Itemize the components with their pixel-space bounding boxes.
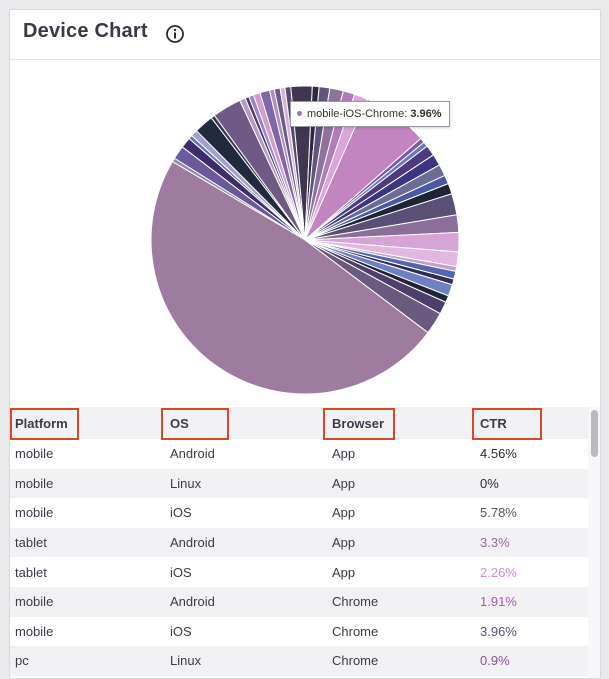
cell-browser: Chrome: [327, 586, 475, 617]
table-scrollbar-thumb[interactable]: [591, 410, 598, 457]
cell-ctr: 0.9%: [475, 646, 588, 676]
table-row[interactable]: mobile Linux App 0%: [10, 468, 588, 499]
cell-os: iOS: [165, 616, 327, 647]
device-chart-card: Device Chart mobile-iOS-Chrome: 3.96% Pl…: [9, 9, 601, 679]
column-header-browser[interactable]: Browser: [327, 407, 475, 439]
cell-ctr: 0%: [475, 468, 588, 499]
table-header-row: Platform OS Browser CTR: [10, 407, 588, 439]
pie-slice[interactable]: [150, 160, 429, 395]
cell-ctr: 2.26%: [475, 557, 588, 587]
column-header-platform[interactable]: Platform: [10, 407, 165, 439]
card-title: Device Chart: [23, 20, 148, 42]
cell-os: Linux: [165, 468, 327, 499]
cell-ctr: 5.78%: [475, 498, 588, 528]
column-header-ctr[interactable]: CTR: [475, 407, 588, 439]
cell-os: Linux: [165, 646, 327, 676]
cell-browser: App: [327, 439, 475, 469]
chart-tooltip: mobile-iOS-Chrome: 3.96%: [290, 101, 450, 127]
table-row[interactable]: pc Linux Chrome 0.9%: [10, 646, 588, 676]
cell-browser: App: [327, 498, 475, 528]
tooltip-label: mobile-iOS-Chrome:: [307, 108, 408, 120]
info-circle-icon[interactable]: [165, 24, 185, 44]
table-row[interactable]: tablet iOS App 2.26%: [10, 557, 588, 587]
cell-platform: mobile: [10, 439, 165, 469]
cell-browser: Chrome: [327, 646, 475, 676]
cell-browser: App: [327, 468, 475, 499]
cell-browser: App: [327, 527, 475, 558]
cell-os: Android: [165, 527, 327, 558]
cell-os: iOS: [165, 557, 327, 587]
pie-chart-area: mobile-iOS-Chrome: 3.96%: [10, 60, 600, 407]
device-table: Platform OS Browser CTR mobile Android App…: [10, 407, 588, 676]
cell-platform: mobile: [10, 586, 165, 617]
cell-platform: pc: [10, 646, 165, 676]
cell-ctr: 3.3%: [475, 527, 588, 558]
tooltip-value: 3.96%: [410, 108, 442, 120]
cell-os: iOS: [165, 498, 327, 528]
card-header: Device Chart: [10, 10, 600, 60]
table-row[interactable]: mobile Android Chrome 1.91%: [10, 586, 588, 617]
cell-browser: Chrome: [327, 616, 475, 647]
device-table-container: Platform OS Browser CTR mobile Android App…: [10, 407, 600, 678]
cell-platform: mobile: [10, 616, 165, 647]
cell-ctr: 3.96%: [475, 616, 588, 647]
column-header-os[interactable]: OS: [165, 407, 327, 439]
pie-chart: [150, 85, 460, 395]
cell-os: Android: [165, 586, 327, 617]
cell-browser: App: [327, 557, 475, 587]
cell-platform: tablet: [10, 557, 165, 587]
cell-platform: mobile: [10, 498, 165, 528]
cell-ctr: 1.91%: [475, 586, 588, 617]
tooltip-dot: [297, 110, 302, 116]
table-row[interactable]: mobile iOS App 5.78%: [10, 498, 588, 528]
cell-os: Android: [165, 439, 327, 469]
cell-ctr: 4.56%: [475, 439, 588, 469]
table-row[interactable]: mobile Android App 4.56%: [10, 439, 588, 469]
table-scrollbar-track[interactable]: [588, 407, 600, 678]
table-row[interactable]: tablet Android App 3.3%: [10, 527, 588, 558]
cell-platform: tablet: [10, 527, 165, 558]
cell-platform: mobile: [10, 468, 165, 499]
table-row[interactable]: mobile iOS Chrome 3.96%: [10, 616, 588, 647]
